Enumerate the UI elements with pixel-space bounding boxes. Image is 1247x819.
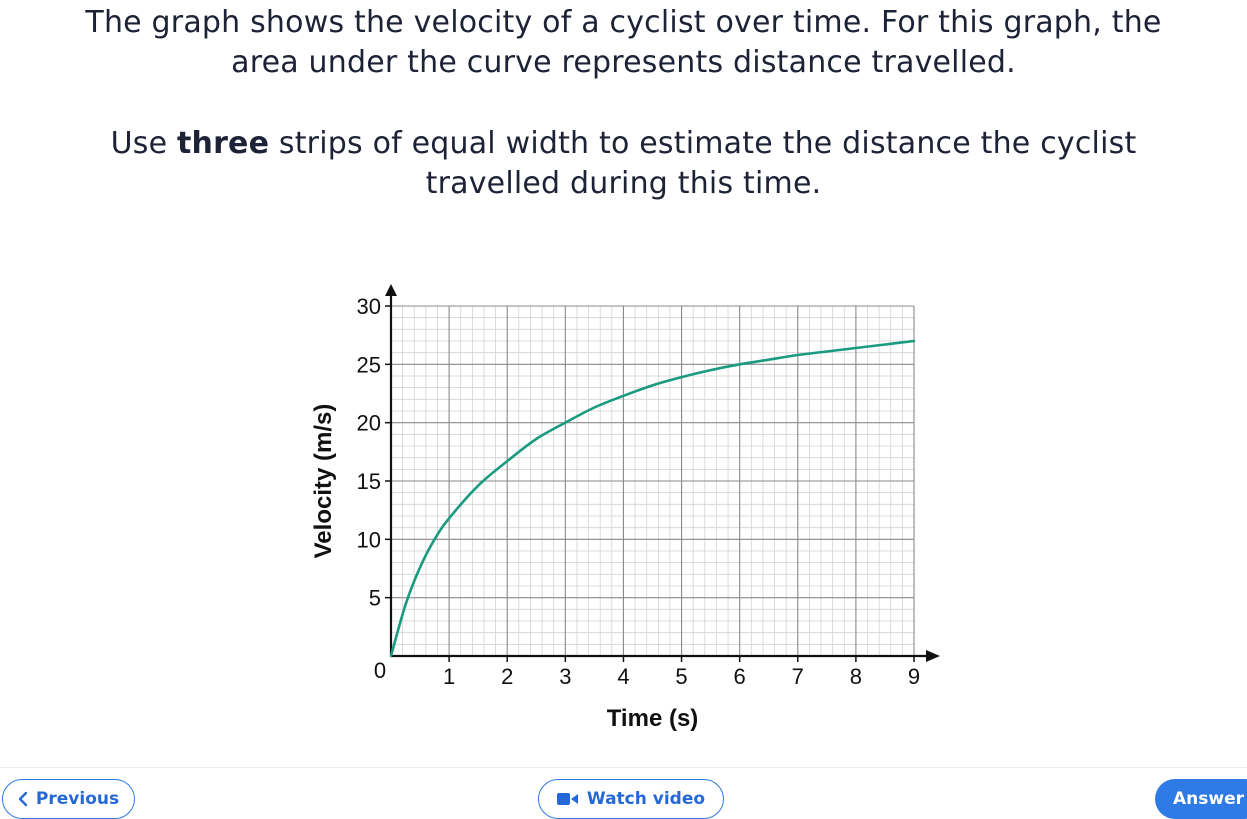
- velocity-curve: [389, 339, 916, 658]
- question-emphasis: three: [176, 126, 270, 161]
- y-axis-arrow-icon: [385, 284, 397, 296]
- question-line-4: travelled during this time.: [425, 166, 822, 201]
- watch-video-button-label: Watch video: [586, 789, 706, 809]
- y-tick-label: 25: [357, 352, 381, 377]
- x-tick-label: 5: [675, 664, 687, 689]
- footer-divider: [0, 767, 1247, 768]
- x-axis-title: Time (s): [607, 705, 699, 732]
- origin-label: 0: [374, 658, 386, 683]
- velocity-time-graph: 1 2 3 4 5 6 7 8 9 5 10 15 20 25 30 0 Time (s) Velocity …: [310, 284, 940, 732]
- x-tick-label: 1: [443, 664, 455, 689]
- y-tick-label: 20: [357, 411, 381, 436]
- y-tick-label: 10: [357, 527, 381, 552]
- x-tick-label: 8: [850, 664, 862, 689]
- chevron-left-icon: [18, 791, 28, 807]
- question-line-3-end: strips of equal width to estimate the di…: [269, 126, 1137, 161]
- tick-labels: 1 2 3 4 5 6 7 8 9 5 10 15 20 25 30 0: [357, 294, 921, 689]
- axes: [385, 284, 940, 662]
- x-axis-arrow-icon: [926, 650, 940, 662]
- x-tick-label: 3: [559, 664, 571, 689]
- y-axis-title: Velocity (m/s): [310, 404, 337, 559]
- major-gridlines: [390, 305, 915, 657]
- answer-button[interactable]: Answer: [1155, 779, 1247, 819]
- watch-video-button[interactable]: Watch video: [538, 779, 724, 819]
- question-paragraph-1: The graph shows the velocity of a cyclis…: [0, 3, 1247, 83]
- question-line-3-start: Use: [110, 126, 177, 161]
- answer-button-label: Answer: [1173, 789, 1244, 809]
- question-line-1: The graph shows the velocity of a cyclis…: [85, 5, 1162, 40]
- x-tick-label: 9: [908, 664, 920, 689]
- y-tick-label: 5: [369, 586, 381, 611]
- x-tick-label: 6: [734, 664, 746, 689]
- video-camera-icon: [556, 792, 579, 806]
- question-line-3: Use three strips of equal width to estim…: [0, 124, 1247, 164]
- y-tick-label: 30: [357, 294, 381, 319]
- x-tick-label: 7: [792, 664, 804, 689]
- previous-button-label: Previous: [35, 789, 120, 809]
- x-tick-label: 4: [617, 664, 629, 689]
- question-paragraph-2: Use three strips of equal width to estim…: [0, 124, 1247, 204]
- x-tick-label: 2: [501, 664, 513, 689]
- previous-button[interactable]: Previous: [2, 779, 135, 819]
- y-tick-label: 15: [357, 469, 381, 494]
- velocity-curve-group: [389, 339, 916, 658]
- question-line-2: area under the curve represents distance…: [231, 45, 1016, 80]
